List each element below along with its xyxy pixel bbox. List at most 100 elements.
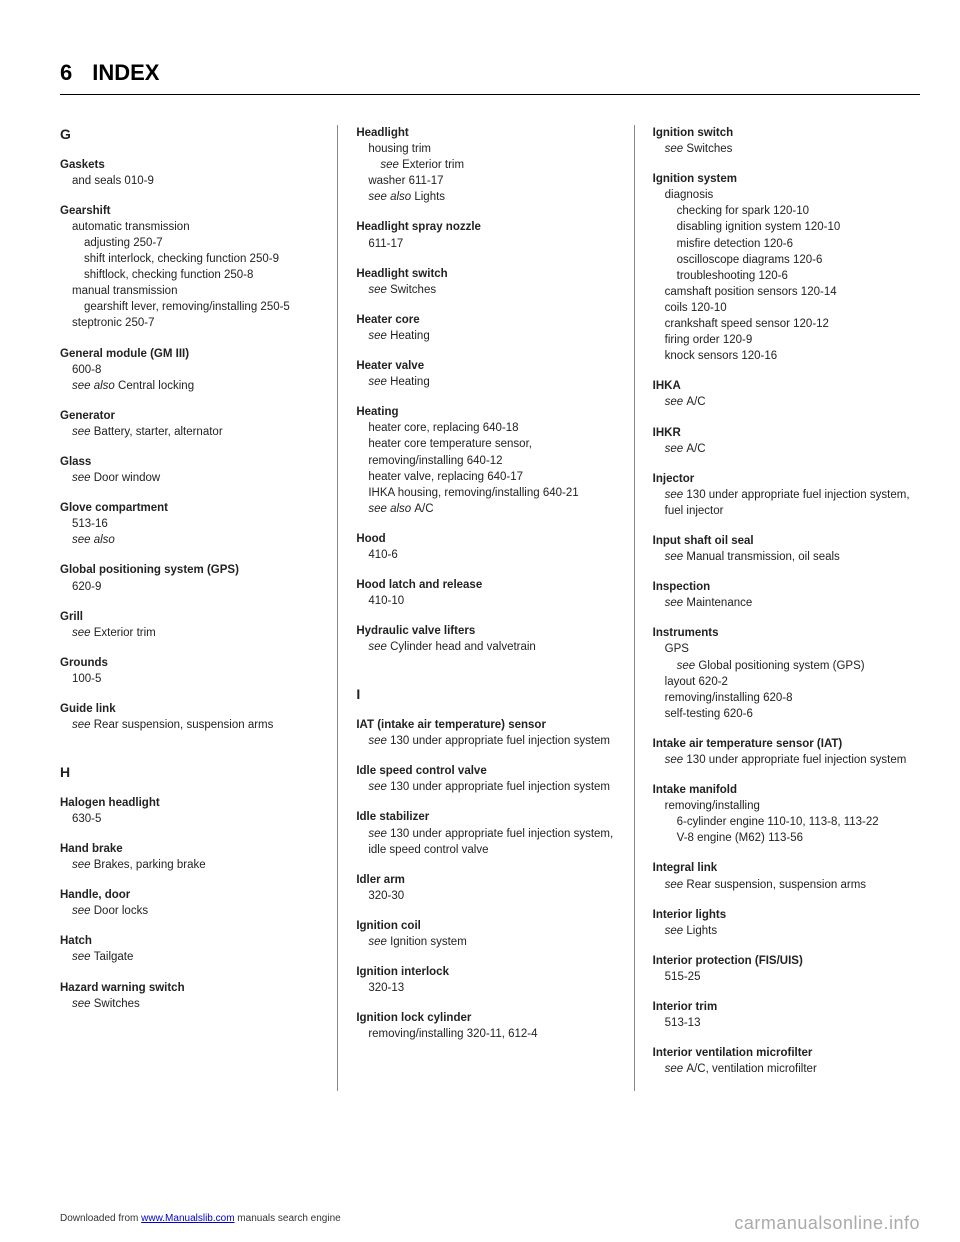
entry-line: see Switches xyxy=(356,282,623,298)
see-ref: see xyxy=(665,551,687,563)
entry-line: misfire detection 120-6 xyxy=(653,236,920,252)
entry-line: heater core temperature sensor, removing… xyxy=(356,436,623,468)
see-ref: see xyxy=(72,627,94,639)
entry-line: see A/C xyxy=(653,441,920,457)
entry-title: Instruments xyxy=(653,625,920,641)
column-2: Headlight housing trim see Exterior trim… xyxy=(337,125,623,1091)
entry-line: see Exterior trim xyxy=(356,157,623,173)
ref-text: Cylinder head and valvetrain xyxy=(390,641,536,653)
see-ref: see also xyxy=(72,380,118,392)
entry-glass: Glass see Door window xyxy=(60,454,327,486)
entry-integral-link: Integral link see Rear suspension, suspe… xyxy=(653,860,920,892)
entry-title: Intake manifold xyxy=(653,782,920,798)
entry-line: coils 120-10 xyxy=(653,300,920,316)
ref-text: Heating xyxy=(390,330,430,342)
entry-line: see Door locks xyxy=(60,903,327,919)
entry-title: Hazard warning switch xyxy=(60,980,327,996)
entry-line: removing/installing xyxy=(653,798,920,814)
entry-line: see also Lights xyxy=(356,189,623,205)
entry-line: see 130 under appropriate fuel injection… xyxy=(356,733,623,749)
entry-line: manual transmission xyxy=(60,283,327,299)
entry-line: and seals 010-9 xyxy=(60,173,327,189)
entry-instruments: Instruments GPS see Global positioning s… xyxy=(653,625,920,722)
ref-text: Heating xyxy=(390,376,430,388)
entry-line: see also Central locking xyxy=(60,378,327,394)
entry-title: Headlight spray nozzle xyxy=(356,219,623,235)
entry-title: Grill xyxy=(60,609,327,625)
ref-text: Switches xyxy=(686,143,732,155)
entry-ihka: IHKA see A/C xyxy=(653,378,920,410)
page-number: 6 xyxy=(60,60,72,86)
ref-text: Lights xyxy=(414,191,445,203)
see-ref: see xyxy=(665,1063,687,1075)
entry-title: Generator xyxy=(60,408,327,424)
entry-hatch: Hatch see Tailgate xyxy=(60,933,327,965)
ref-text: Tailgate xyxy=(94,951,134,963)
entry-line: 410-6 xyxy=(356,547,623,563)
ref-text: Door window xyxy=(94,472,160,484)
ref-text: A/C xyxy=(686,396,705,408)
footer-text: manuals search engine xyxy=(235,1213,341,1224)
section-letter-i: I xyxy=(356,685,623,705)
entry-line: see Brakes, parking brake xyxy=(60,857,327,873)
see-ref: see xyxy=(665,925,687,937)
entry-grill: Grill see Exterior trim xyxy=(60,609,327,641)
entry-line: disabling ignition system 120-10 xyxy=(653,219,920,235)
entry-title: Ignition interlock xyxy=(356,964,623,980)
entry-title: Intake air temperature sensor (IAT) xyxy=(653,736,920,752)
entry-title: Halogen headlight xyxy=(60,795,327,811)
entry-line: 630-5 xyxy=(60,811,327,827)
entry-line: oscilloscope diagrams 120-6 xyxy=(653,252,920,268)
entry-title: Hand brake xyxy=(60,841,327,857)
entry-title: Ignition coil xyxy=(356,918,623,934)
entry-line: see Heating xyxy=(356,374,623,390)
see-ref: see xyxy=(665,754,687,766)
entry-line: 620-9 xyxy=(60,579,327,595)
see-ref: see xyxy=(368,936,390,948)
entry-heating: Heating heater core, replacing 640-18 he… xyxy=(356,404,623,517)
entry-title: Idle speed control valve xyxy=(356,763,623,779)
entry-interior-protection: Interior protection (FIS/UIS) 515-25 xyxy=(653,953,920,985)
entry-title: Heater core xyxy=(356,312,623,328)
entry-title: Handle, door xyxy=(60,887,327,903)
see-ref: see also xyxy=(368,503,414,515)
entry-title: Interior ventilation microfilter xyxy=(653,1045,920,1061)
entry-line: heater core, replacing 640-18 xyxy=(356,420,623,436)
entry-title: Gearshift xyxy=(60,203,327,219)
footer-link[interactable]: www.Manualslib.com xyxy=(141,1213,234,1224)
entry-idler-arm: Idler arm 320-30 xyxy=(356,872,623,904)
entry-line: see 130 under appropriate fuel injection… xyxy=(356,826,623,858)
see-ref: see xyxy=(368,641,390,653)
entry-title: Heater valve xyxy=(356,358,623,374)
entry-idle-stabilizer: Idle stabilizer see 130 under appropriat… xyxy=(356,809,623,857)
entry-line: see also xyxy=(60,532,327,548)
entry-line: removing/installing 620-8 xyxy=(653,690,920,706)
entry-ignition-system: Ignition system diagnosis checking for s… xyxy=(653,171,920,364)
entry-line: see Cylinder head and valvetrain xyxy=(356,639,623,655)
ref-text: Exterior trim xyxy=(402,159,464,171)
entry-iat: IAT (intake air temperature) sensor see … xyxy=(356,717,623,749)
entry-line: knock sensors 120-16 xyxy=(653,348,920,364)
entry-title: Injector xyxy=(653,471,920,487)
entry-line: layout 620-2 xyxy=(653,674,920,690)
entry-line: 513-16 xyxy=(60,516,327,532)
entry-title: IHKA xyxy=(653,378,920,394)
entry-line: gearshift lever, removing/installing 250… xyxy=(60,299,327,315)
see-ref: see xyxy=(368,330,390,342)
page-title: INDEX xyxy=(92,60,159,86)
entry-line: housing trim xyxy=(356,141,623,157)
entry-headlight: Headlight housing trim see Exterior trim… xyxy=(356,125,623,205)
see-ref: see xyxy=(72,998,94,1010)
see-ref: see xyxy=(665,597,687,609)
entry-title: Ignition system xyxy=(653,171,920,187)
entry-title: Ignition switch xyxy=(653,125,920,141)
entry-title: Headlight switch xyxy=(356,266,623,282)
entry-line: checking for spark 120-10 xyxy=(653,203,920,219)
section-letter-g: G xyxy=(60,125,327,145)
entry-line: shiftlock, checking function 250-8 xyxy=(60,267,327,283)
ref-text: Battery, starter, alternator xyxy=(94,426,223,438)
entry-hood: Hood 410-6 xyxy=(356,531,623,563)
entry-line: see Heating xyxy=(356,328,623,344)
entry-intake-air: Intake air temperature sensor (IAT) see … xyxy=(653,736,920,768)
entry-glove: Glove compartment 513-16 see also xyxy=(60,500,327,548)
